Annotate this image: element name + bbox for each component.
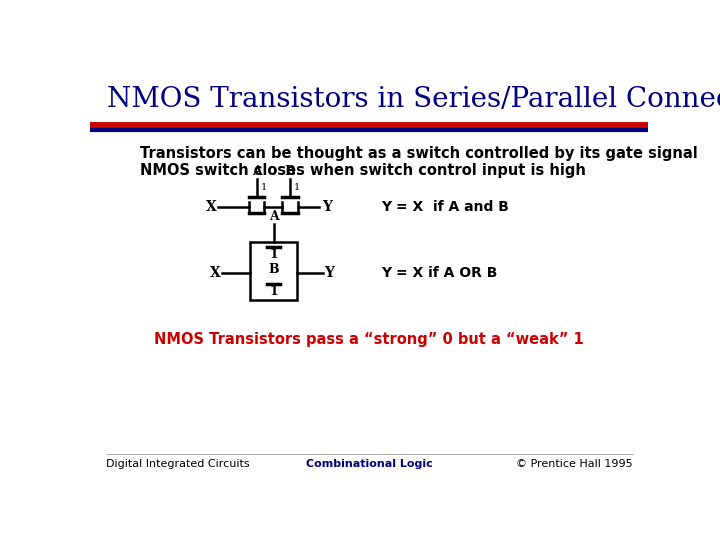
- Text: Y = X if A OR B: Y = X if A OR B: [381, 266, 497, 280]
- Text: A: A: [252, 165, 261, 178]
- Text: Digital Integrated Circuits: Digital Integrated Circuits: [106, 459, 249, 469]
- Text: © Prentice Hall 1995: © Prentice Hall 1995: [516, 459, 632, 469]
- Text: 1: 1: [261, 184, 266, 192]
- Bar: [251, 242, 297, 300]
- Text: Y: Y: [323, 200, 333, 214]
- Text: B: B: [269, 263, 279, 276]
- Text: 1: 1: [269, 248, 278, 261]
- Text: 1: 1: [294, 184, 300, 192]
- Text: B: B: [284, 165, 295, 178]
- Text: A: A: [269, 211, 279, 224]
- Text: X: X: [206, 200, 216, 214]
- Text: Y = X  if A and B: Y = X if A and B: [381, 200, 508, 214]
- Text: 1: 1: [269, 286, 278, 299]
- Text: Transistors can be thought as a switch controlled by its gate signal: Transistors can be thought as a switch c…: [140, 146, 698, 161]
- Text: Combinational Logic: Combinational Logic: [305, 459, 433, 469]
- Text: NMOS Transistors pass a “strong” 0 but a “weak” 1: NMOS Transistors pass a “strong” 0 but a…: [154, 332, 584, 347]
- Text: Y: Y: [324, 266, 334, 280]
- Text: NMOS Transistors in Series/Parallel Connection: NMOS Transistors in Series/Parallel Conn…: [107, 85, 720, 113]
- Text: NMOS switch closes when switch control input is high: NMOS switch closes when switch control i…: [140, 163, 586, 178]
- Text: X: X: [210, 266, 220, 280]
